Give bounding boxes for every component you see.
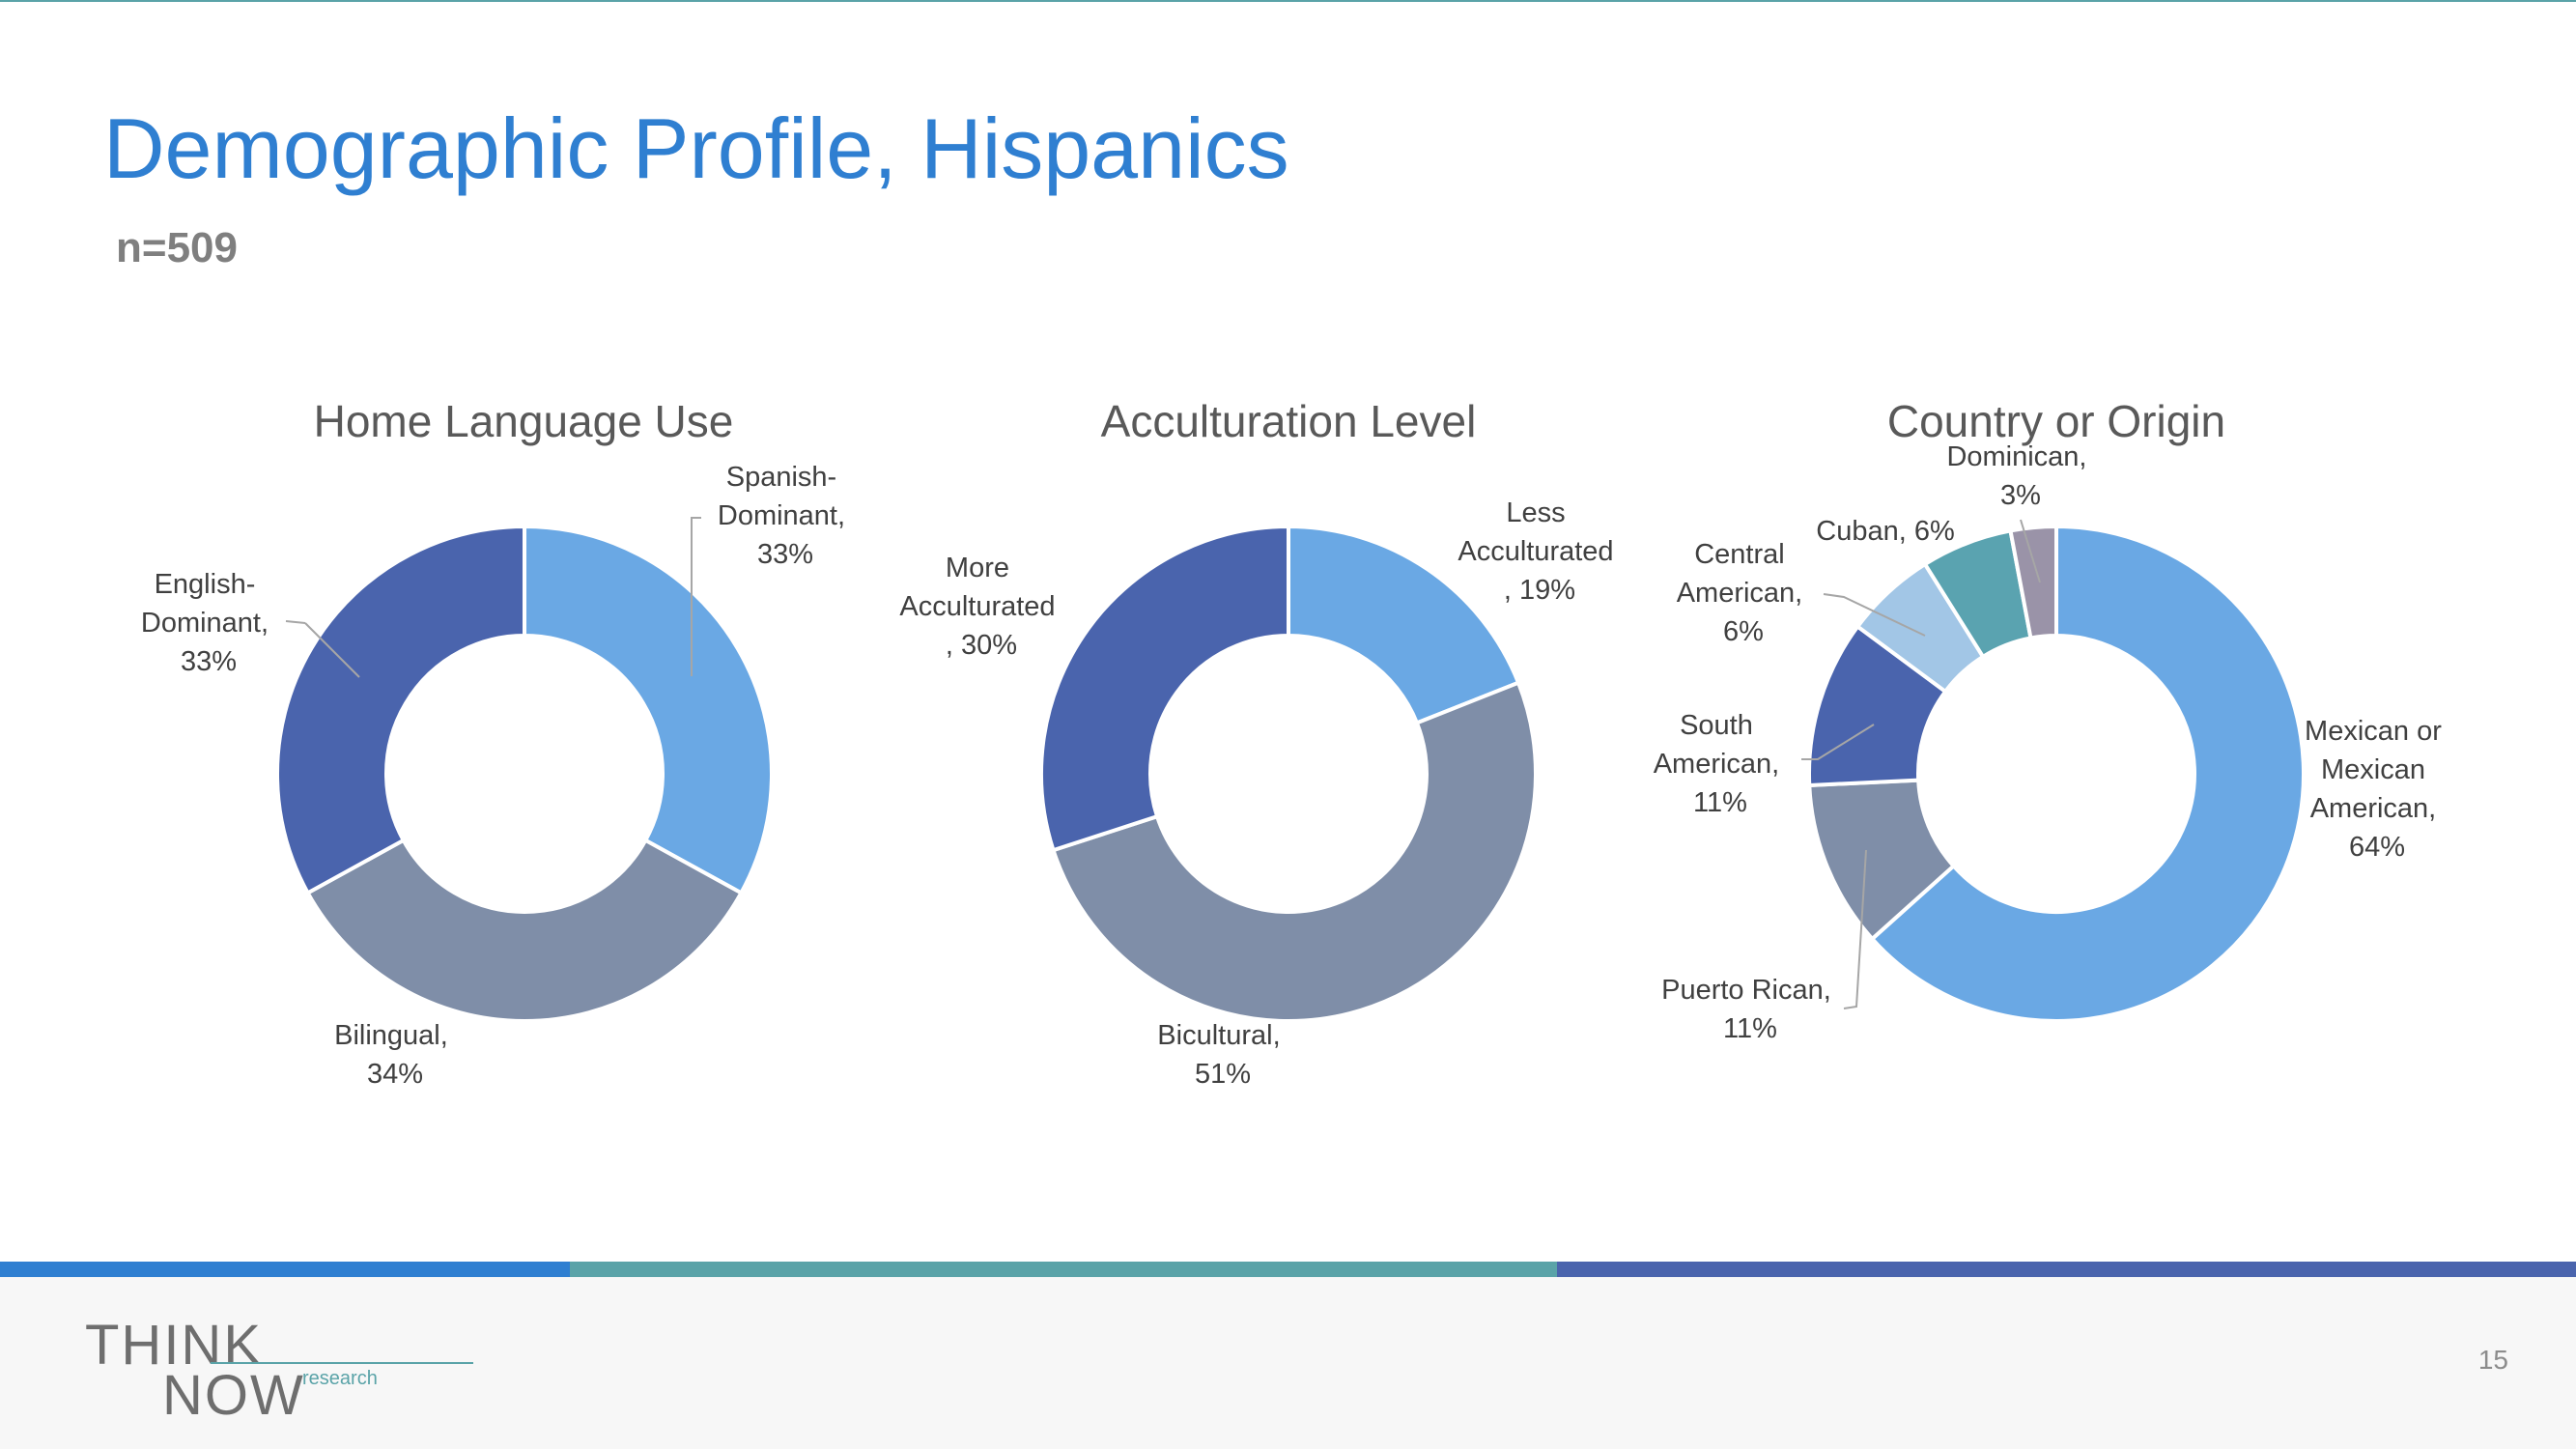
leader-line <box>1823 593 1926 637</box>
data-label-spanish-dominant: Spanish- Dominant, 33% <box>718 462 853 570</box>
top-rule <box>0 0 2576 2</box>
donut-slice-mexican-or-mexican-american <box>1869 524 2306 1023</box>
label-line: Less <box>1506 497 1565 528</box>
slices-acculturation <box>1039 524 1538 1024</box>
label-line: 6% <box>1723 616 1764 647</box>
label-line: Bilingual, <box>334 1020 448 1051</box>
leader-line <box>1843 849 1867 1009</box>
chart-acculturation: Acculturation Level Less Acculturated , … <box>899 396 1621 1090</box>
label-line: Spanish- <box>726 462 836 493</box>
chart-title-acculturation: Acculturation Level <box>1101 396 1477 446</box>
donut-slice-english-dominant <box>275 524 526 896</box>
label-line: Acculturated <box>899 591 1055 622</box>
label-line: South <box>1680 710 1753 741</box>
data-label-less-acculturated: Less Acculturated , 19% <box>1458 497 1621 606</box>
label-line: American, <box>1654 749 1780 780</box>
chart-title-country-origin: Country or Origin <box>1887 396 2225 446</box>
leader-line <box>2020 519 2041 583</box>
label-line: More <box>946 553 1009 583</box>
page-number: 15 <box>2477 1345 2508 1375</box>
donut-slice-more-acculturated <box>1039 524 1290 853</box>
label-line: Puerto Rican, <box>1661 975 1831 1006</box>
label-line: , 19% <box>1504 575 1575 606</box>
donut-slice-less-acculturated <box>1287 524 1521 725</box>
label-line: American, <box>1677 578 1803 609</box>
chart-home-language: Home Language Use Spanish- Dominant, 33%… <box>141 396 853 1090</box>
slide-title: Demographic Profile, Hispanics <box>103 100 1289 196</box>
data-label-more-acculturated: More Acculturated , 30% <box>899 553 1062 661</box>
leader-line <box>691 517 701 676</box>
label-line: Cuban, 6% <box>1816 516 1955 547</box>
data-label-english-dominant: English- Dominant, 33% <box>141 569 276 677</box>
label-line: 64% <box>2349 832 2405 863</box>
data-label-south-american: South American, 11% <box>1654 710 1788 818</box>
label-line: 11% <box>1693 787 1747 818</box>
data-label-bilingual: Bilingual, 34% <box>334 1020 456 1090</box>
chart-country-origin: Country or Origin Mexican or Mexican Ame… <box>1654 396 2449 1044</box>
thinknow-logo: THINK NOW research <box>85 1318 473 1427</box>
data-label-mexican: Mexican or Mexican American, 64% <box>2305 716 2449 863</box>
label-line: Dominant, <box>718 500 845 531</box>
label-line: 11% <box>1723 1013 1777 1044</box>
slices-home-language <box>275 524 774 1024</box>
label-line: 51% <box>1195 1059 1251 1090</box>
label-line: Central <box>1694 539 1785 570</box>
label-line: Mexican or <box>2305 716 2442 747</box>
donut-charts: Home Language Use Spanish- Dominant, 33%… <box>141 396 2449 1090</box>
data-label-dominican: Dominican, 3% <box>1946 441 2094 511</box>
leader-line <box>304 622 360 678</box>
label-line: 3% <box>2000 480 2041 511</box>
data-label-central-american: Central American, 6% <box>1677 539 1811 647</box>
label-line: Bicultural, <box>1157 1020 1280 1051</box>
label-line: Dominant, <box>141 608 269 639</box>
label-line: 33% <box>757 539 813 570</box>
data-label-puerto-rican: Puerto Rican, 11% <box>1661 975 1839 1044</box>
logo-rule <box>211 1362 473 1364</box>
leader-line <box>285 620 306 624</box>
donut-slice-dominican <box>2008 524 2058 640</box>
footer-band-blue <box>0 1262 570 1277</box>
chart-title-home-language: Home Language Use <box>314 396 734 446</box>
label-line: , 30% <box>946 630 1017 661</box>
data-label-bicultural: Bicultural, 51% <box>1157 1020 1288 1090</box>
label-line: English- <box>155 569 256 600</box>
label-line: 33% <box>181 646 237 677</box>
data-label-cuban: Cuban, 6% <box>1816 516 1955 547</box>
slices-country-origin <box>1807 524 2306 1023</box>
footer-band-teal <box>570 1262 1557 1277</box>
logo-now-text: NOW <box>162 1364 305 1427</box>
leader-line <box>1801 724 1875 760</box>
donut-slice-bicultural <box>1051 680 1538 1024</box>
label-line: Dominican, <box>1946 441 2086 472</box>
label-line: Mexican <box>2321 754 2425 785</box>
sample-size: n=509 <box>116 224 238 271</box>
label-line: Acculturated <box>1458 536 1613 567</box>
donut-slice-spanish-dominant <box>523 524 774 896</box>
donut-slice-bilingual <box>304 838 745 1024</box>
logo-research-text: research <box>302 1368 378 1389</box>
label-line: American, <box>2310 793 2437 824</box>
footer-band-indigo <box>1557 1262 2576 1277</box>
label-line: 34% <box>367 1059 423 1090</box>
